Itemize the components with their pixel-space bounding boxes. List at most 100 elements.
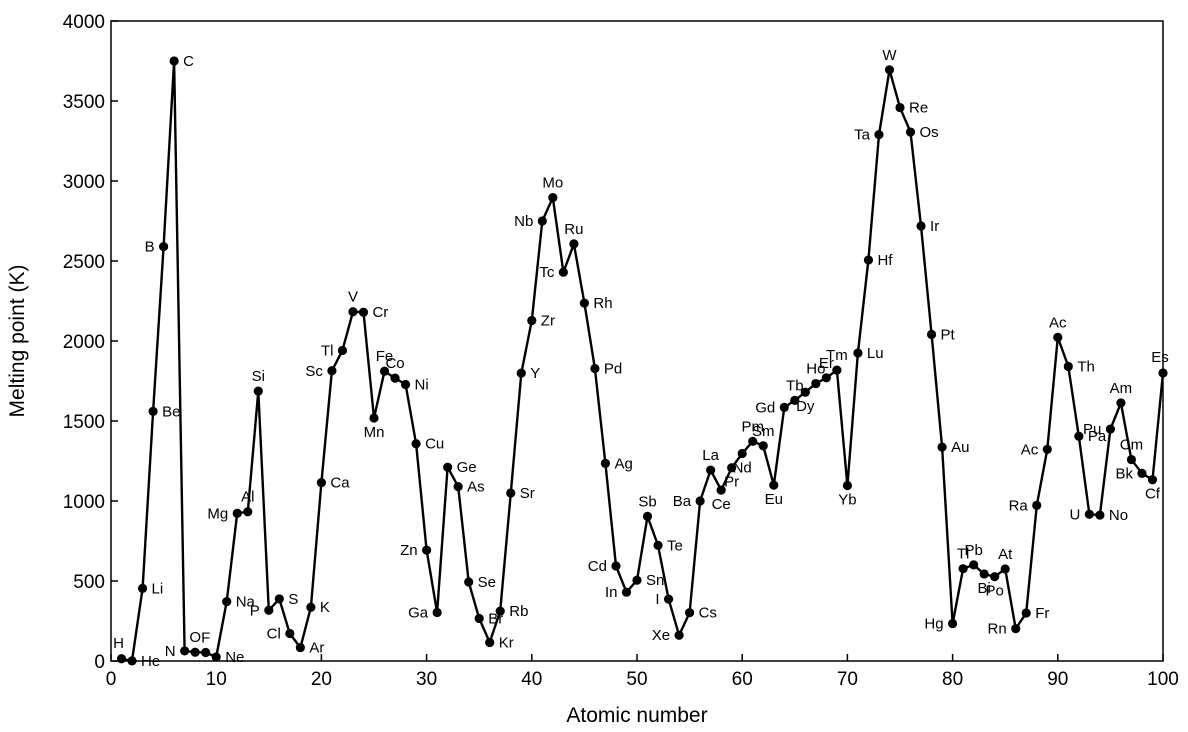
data-point-cs (685, 608, 695, 618)
data-point-ba (695, 496, 705, 506)
element-label-tb: Tb (786, 377, 804, 394)
data-point-ge (443, 462, 453, 472)
data-point-cr (358, 307, 369, 317)
data-point-c (169, 56, 179, 66)
element-label-he: He (141, 653, 160, 670)
element-label-si: Si (252, 368, 265, 385)
element-label-cr: Cr (372, 304, 388, 321)
data-point-cm (1126, 454, 1137, 465)
data-point-au (937, 442, 947, 452)
data-point-f (201, 647, 211, 658)
element-label-o: O (189, 629, 201, 646)
y-axis: 0 500 1000 1500 2000 2500 3000 3500 4000 (63, 12, 118, 673)
element-label-ce: Ce (712, 496, 731, 513)
element-label-k: K (320, 599, 330, 616)
data-point-yb (842, 480, 853, 491)
data-point-rh (579, 298, 590, 308)
element-label-p: P (250, 602, 260, 619)
x-tick-label: 0 (106, 669, 117, 690)
data-point-th (1063, 361, 1073, 372)
data-point-br (474, 613, 484, 624)
data-point-n (180, 646, 190, 656)
data-point-te (653, 540, 663, 550)
element-label-s: S (288, 591, 298, 608)
element-label-xe: Xe (652, 627, 670, 644)
x-tick-label: 30 (416, 669, 437, 690)
data-point-o (190, 647, 200, 657)
element-label-mn: Mn (364, 424, 385, 441)
data-point-co (390, 373, 400, 383)
y-tick-label: 3000 (63, 172, 105, 193)
x-tick-label: 40 (521, 669, 542, 690)
data-point-hg (948, 618, 958, 629)
element-label-la: La (702, 447, 719, 464)
element-label-nd: Nd (733, 459, 752, 476)
data-point-li (137, 583, 148, 593)
element-label-b: B (145, 239, 155, 256)
element-label-te: Te (667, 537, 683, 554)
element-label-ru: Ru (564, 221, 583, 238)
element-label-ni: Ni (415, 377, 429, 394)
element-label-tm: Tm (826, 347, 848, 364)
data-point-ru (569, 239, 579, 249)
data-point-h (116, 654, 127, 664)
element-label-cd: Cd (588, 558, 607, 575)
data-point-ac (1042, 444, 1052, 454)
element-label-ag: Ag (614, 455, 632, 472)
data-point-po (990, 572, 1000, 582)
element-label-v: V (348, 289, 358, 306)
x-tick-label: 100 (1147, 669, 1179, 690)
data-point-y (516, 368, 526, 378)
element-label-rb: Rb (509, 603, 528, 620)
x-tick-label: 80 (942, 669, 963, 690)
y-tick-label: 500 (73, 572, 105, 593)
data-point-sm (758, 441, 768, 451)
data-point-ra (1032, 500, 1042, 510)
element-label-pd: Pd (604, 361, 622, 378)
element-label-mg: Mg (207, 505, 228, 522)
element-label-f: F (201, 630, 210, 647)
data-point-nb (537, 216, 547, 226)
data-point-sc (327, 366, 337, 376)
data-point-ni (400, 379, 411, 390)
data-point-ir (916, 221, 926, 231)
y-tick-label: 2000 (63, 332, 105, 353)
data-point-al (243, 507, 253, 517)
data-point-p (264, 605, 274, 615)
data-point-ce (716, 485, 726, 495)
element-label-sr: Sr (520, 485, 535, 502)
data-point-tb (790, 395, 800, 405)
element-label-tl: Tl (321, 342, 334, 359)
element-label-au: Au (951, 439, 969, 456)
element-label-pr: Pr (724, 474, 739, 491)
element-labels: H He Li Be B C NO F Ne Na Mg Al Si P S Cl Ar K Ca Sc Tl V Cr Mn… (113, 47, 1169, 670)
element-label-fr: Fr (1035, 605, 1049, 622)
x-axis-title: Atomic number (566, 704, 707, 727)
y-tick-label: 4000 (63, 12, 105, 33)
element-label-fe: Fe (376, 348, 394, 365)
element-label-na: Na (236, 594, 256, 611)
data-point-sr (506, 488, 516, 498)
data-point-ga (432, 607, 442, 618)
data-point-he (127, 656, 137, 666)
element-label-n: N (165, 643, 176, 660)
data-point-es (1158, 368, 1168, 378)
data-point-ac (1053, 332, 1063, 342)
element-label-cf: Cf (1145, 486, 1161, 503)
element-label-eu: Eu (765, 491, 783, 508)
data-point-tl (337, 345, 348, 356)
data-point-cu (411, 439, 421, 449)
x-tick-label: 50 (626, 669, 647, 690)
data-point-kr (485, 637, 495, 648)
x-tick-label: 60 (732, 669, 753, 690)
x-tick-label: 10 (206, 669, 227, 690)
element-label-no: No (1109, 507, 1128, 524)
data-point-gd (779, 402, 789, 412)
data-point-zn (422, 545, 432, 555)
data-point-bi (979, 569, 989, 579)
data-point-la (706, 465, 716, 475)
data-point-be (148, 406, 158, 416)
element-label-i: I (655, 591, 659, 608)
data-point-tl (958, 564, 968, 574)
